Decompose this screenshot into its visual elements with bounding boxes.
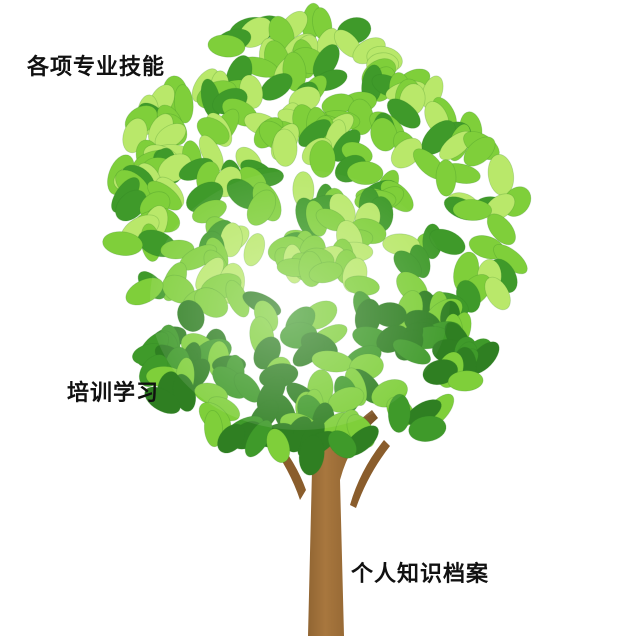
leaf: [266, 428, 291, 464]
leaf: [408, 415, 447, 442]
label-personal-knowledge-archive: 个人知识档案: [351, 562, 490, 587]
leaf: [203, 410, 224, 448]
leaf: [173, 84, 194, 124]
leaf: [429, 228, 466, 256]
leaf: [327, 430, 357, 459]
leaf: [484, 276, 511, 311]
leaf: [272, 128, 298, 167]
leaf: [486, 213, 516, 246]
leaf: [390, 137, 423, 169]
leaf: [217, 423, 246, 454]
leaf: [447, 370, 484, 392]
leaf: [198, 134, 224, 172]
leaf: [144, 386, 181, 415]
leaf: [463, 136, 496, 167]
leaf: [207, 34, 246, 58]
leaf: [370, 117, 398, 152]
leaf: [298, 434, 325, 476]
label-professional-skills: 各项专业技能: [27, 55, 166, 80]
leaf: [452, 199, 493, 221]
leaf: [102, 231, 144, 256]
leaf: [435, 159, 457, 197]
label-training-study: 培训学习: [67, 381, 160, 406]
leaf: [115, 189, 147, 222]
